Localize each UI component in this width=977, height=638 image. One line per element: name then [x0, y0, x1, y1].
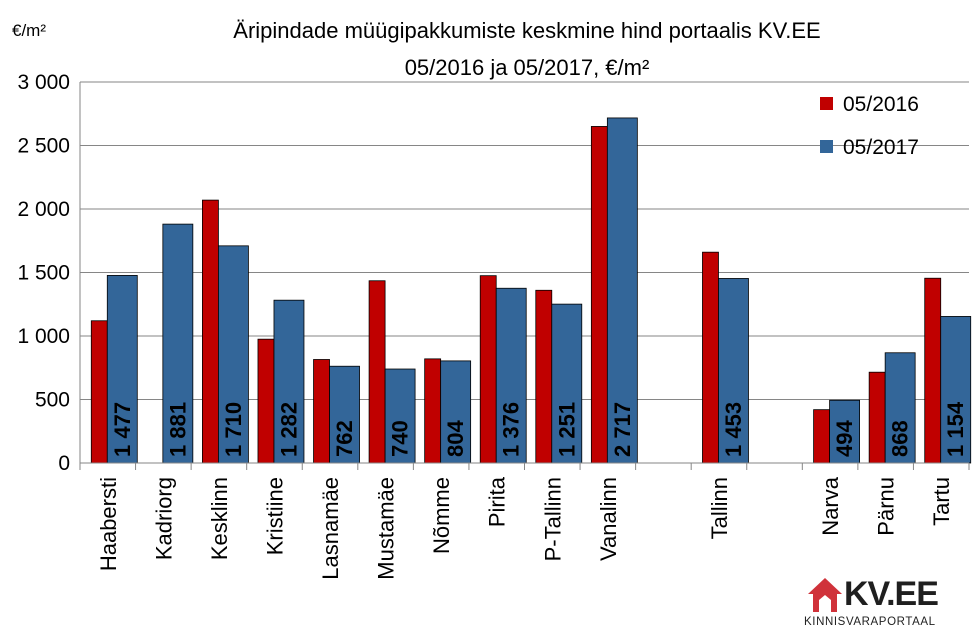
bar-2017: [218, 245, 249, 464]
bar-2016: [702, 251, 719, 464]
x-tick-label: Lasnamäe: [318, 477, 343, 580]
bar-2017: [440, 360, 472, 464]
bar-2017: [495, 287, 527, 464]
y-tick-label: 2 000: [17, 198, 70, 221]
data-label-2017: 740: [388, 420, 413, 457]
y-tick-label: 3 000: [17, 71, 70, 94]
data-label-2017: 1 881: [165, 402, 190, 457]
bar-2017: [551, 303, 583, 464]
data-label-2017: 1 710: [221, 402, 246, 457]
bar-2017: [106, 275, 138, 464]
value-labels: 1 477 1 881 1 710 1 282 762 740 804 1 376 1 251 2…: [110, 401, 968, 457]
y-tick-labels: 0 500 1 000 1 500 2 000 2 500 3 000: [17, 71, 70, 475]
legend-swatch-2016: [820, 97, 833, 110]
y-tick-label: 1 500: [17, 262, 70, 285]
x-tick-label: Kesklinn: [207, 477, 232, 560]
chart-subtitle: 05/2016 ja 05/2017, €/m²: [405, 55, 650, 80]
legend-swatch-2017: [820, 140, 833, 153]
data-label-2017: 1 477: [110, 402, 135, 457]
data-label-2017: 868: [888, 420, 913, 457]
bars: [90, 117, 972, 464]
kv-ee-logo: KV.EE KINNISVARAPORTAAL: [804, 574, 972, 634]
x-tick-label: Vanalinn: [596, 477, 621, 561]
data-label-2017: 804: [443, 420, 468, 457]
x-tick-label: P-Tallinn: [540, 477, 565, 561]
logo-tagline: KINNISVARAPORTAAL: [804, 616, 936, 628]
x-tick-label: Pärnu: [874, 477, 899, 536]
y-axis-unit-label: €/m²: [12, 21, 46, 40]
data-label-2017: 494: [832, 420, 857, 457]
bar-2017: [884, 352, 916, 464]
x-tick-label: Kristiine: [262, 477, 287, 555]
y-tick-label: 0: [58, 452, 70, 475]
bar-2016: [368, 280, 386, 464]
bar-2016: [257, 338, 275, 464]
bar-2016: [535, 289, 553, 464]
x-tick-label: Tallinn: [707, 477, 732, 539]
x-tick-label: Narva: [818, 476, 843, 535]
bar-2017: [329, 365, 360, 464]
x-tick-label: Pirita: [485, 476, 510, 527]
chart-title: Äripindade müügipakkumiste keskmine hind…: [233, 18, 820, 43]
bar-2017: [273, 299, 305, 464]
legend-label-2016: 05/2016: [843, 93, 919, 116]
bar-2017: [940, 316, 972, 464]
data-label-2017: 1 251: [554, 402, 579, 457]
y-tick-label: 2 500: [17, 135, 70, 158]
data-label-2017: 1 453: [721, 402, 746, 457]
x-tick-label: Mustamäe: [374, 477, 399, 580]
bar-2016: [313, 359, 330, 464]
x-tick-labels: Haabersti Kadriorg Kesklinn Kristiine Lasnam…: [96, 476, 954, 580]
data-label-2017: 1 282: [276, 402, 301, 457]
legend-label-2017: 05/2017: [843, 136, 919, 159]
bar-2016: [924, 277, 942, 464]
bar-2016: [590, 126, 608, 464]
y-tick-label: 1 000: [17, 325, 70, 348]
x-tick-label: Haabersti: [96, 477, 121, 571]
bar-2016: [202, 199, 219, 464]
y-tick-label: 500: [35, 389, 70, 412]
data-label-2017: 1 154: [943, 401, 968, 457]
axes: [79, 82, 970, 470]
data-label-2017: 762: [332, 420, 357, 457]
bar-2017: [829, 399, 860, 464]
data-label-2017: 2 717: [610, 402, 635, 457]
bar-2016: [813, 409, 830, 464]
logo-wordmark: KV.EE: [844, 575, 939, 613]
x-tick-label: Tartu: [929, 477, 954, 526]
bar-2016: [868, 371, 886, 464]
bar-2016: [424, 358, 442, 464]
bar-2017: [606, 117, 638, 464]
bar-2016: [90, 320, 108, 464]
bar-2016: [479, 275, 497, 464]
house-icon: [808, 578, 842, 612]
legend: 05/2016 05/2017: [820, 93, 919, 159]
x-tick-label: Kadriorg: [151, 477, 176, 560]
x-tick-label: Nõmme: [429, 477, 454, 554]
data-label-2017: 1 376: [499, 402, 524, 457]
